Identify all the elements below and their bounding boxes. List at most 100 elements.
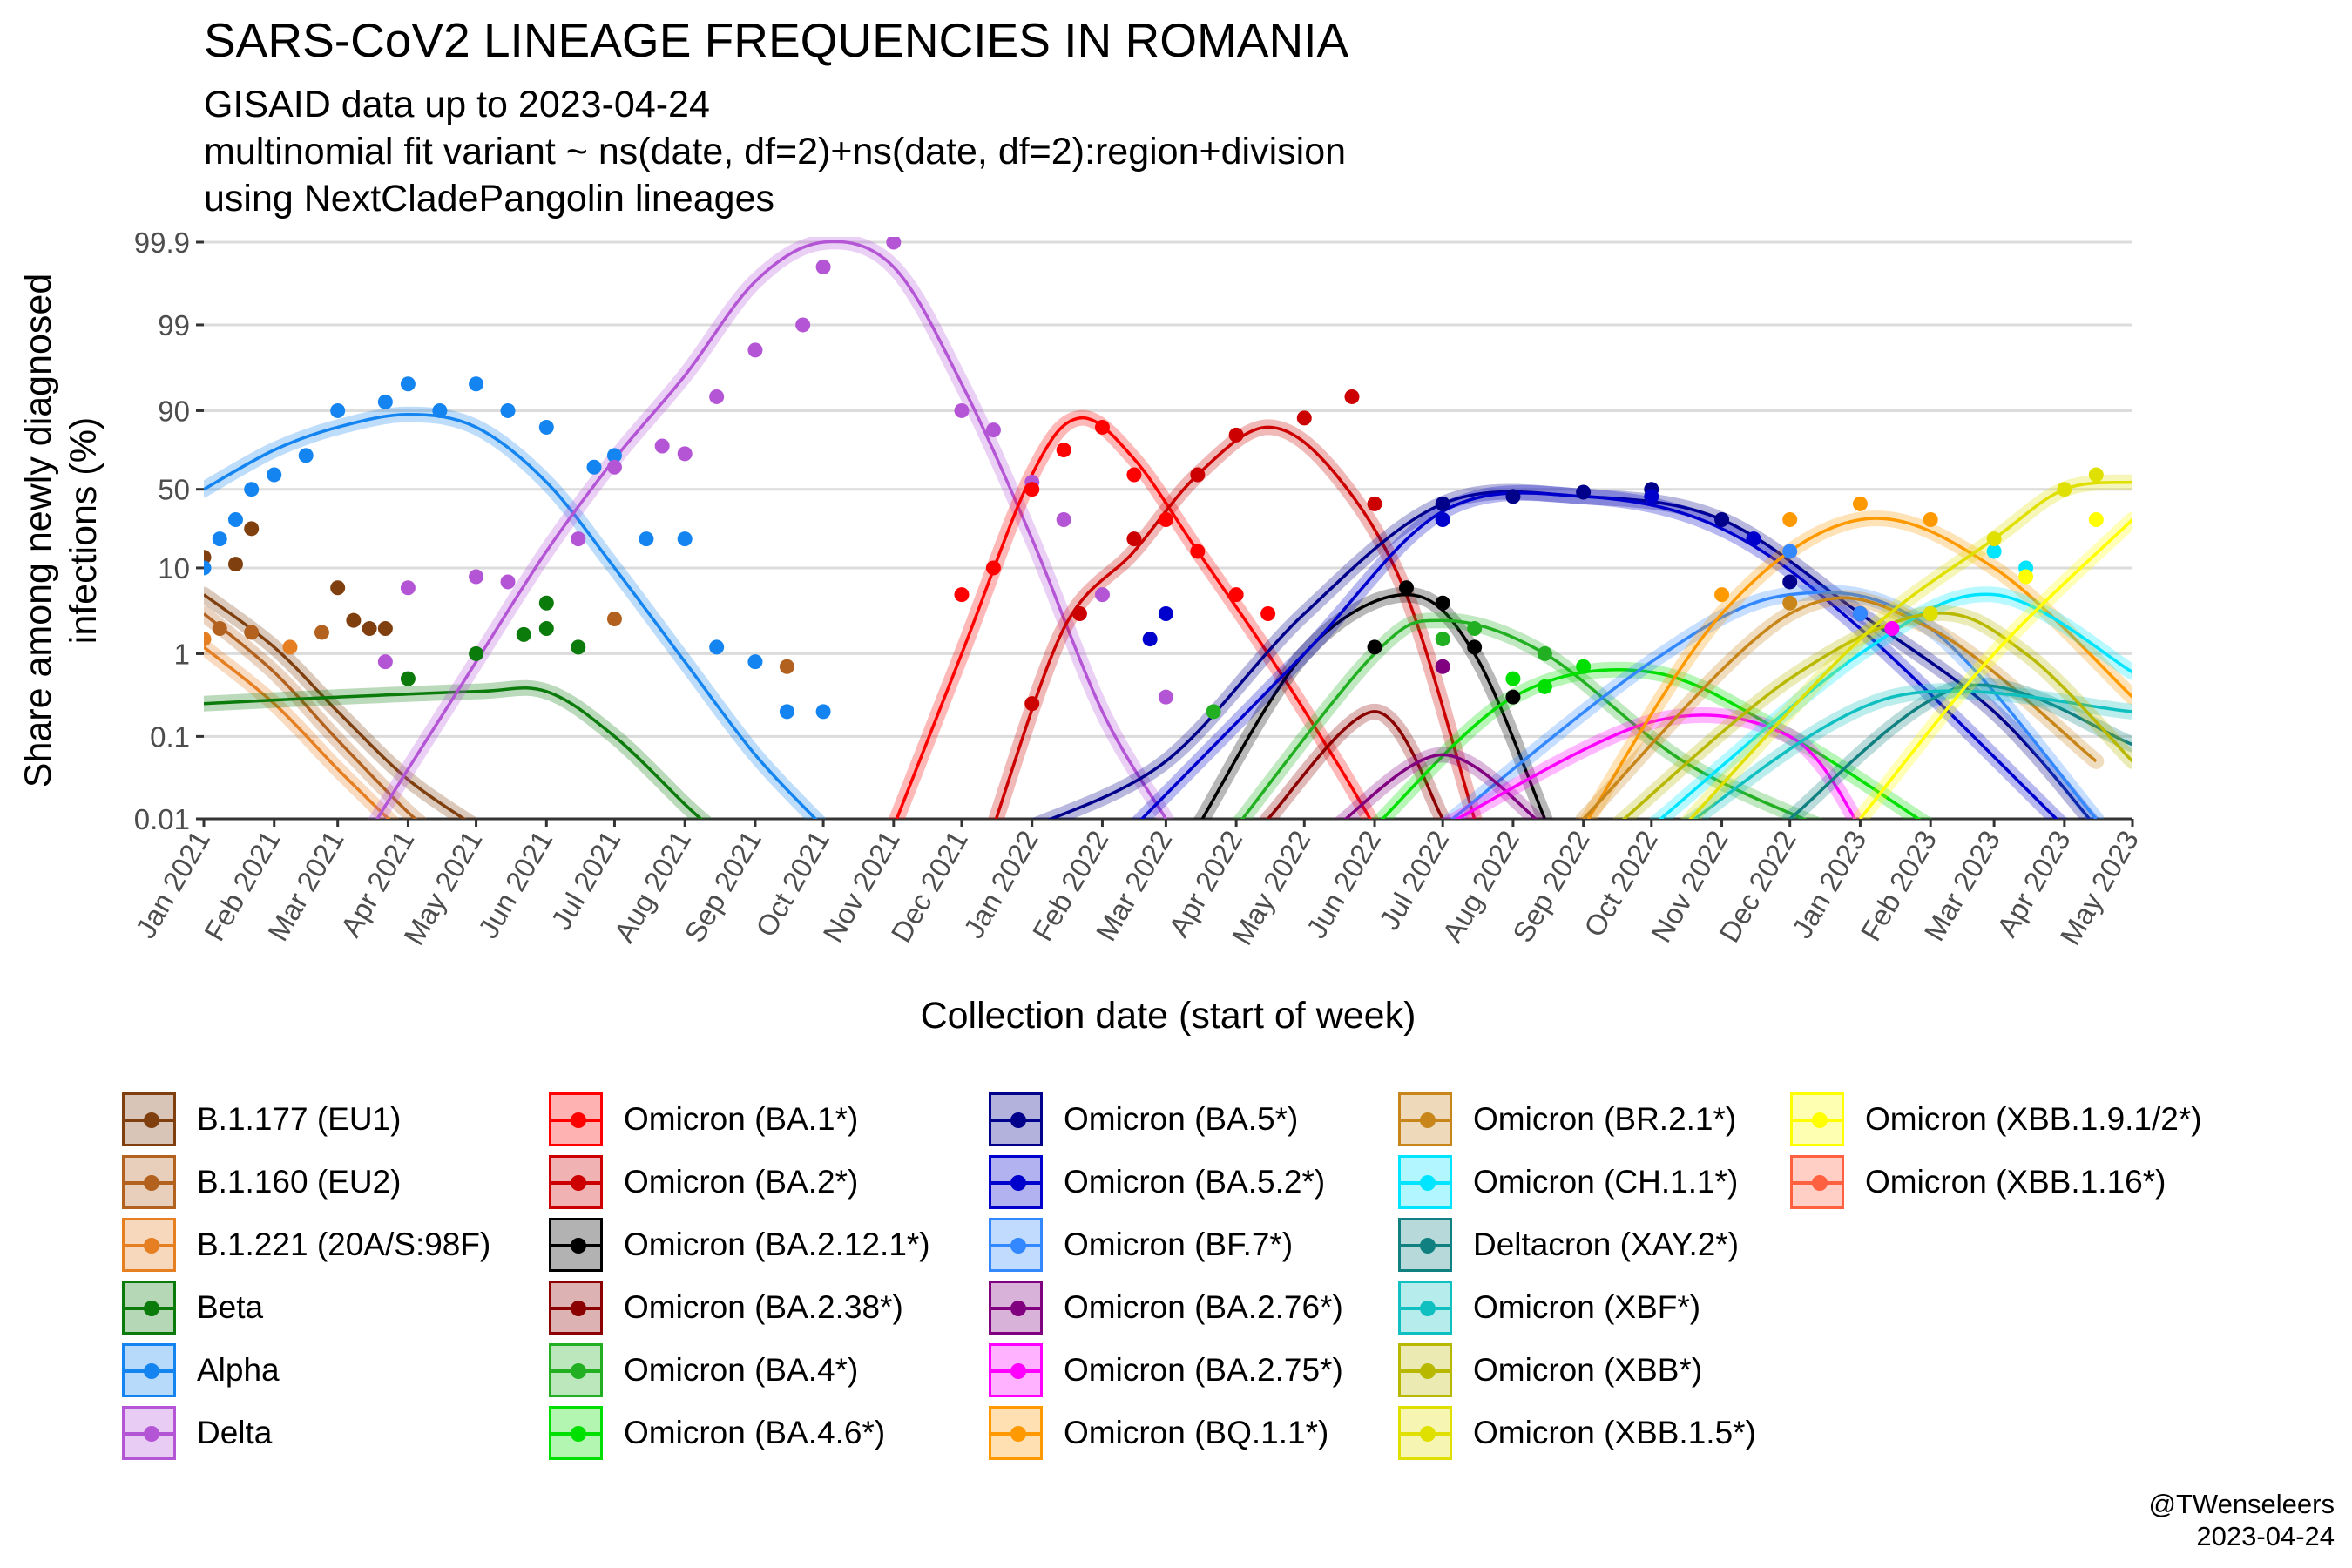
legend-label: B.1.221 (20A/S:98F) — [197, 1227, 491, 1262]
data-point — [314, 625, 329, 640]
data-point — [954, 587, 970, 603]
data-point — [227, 557, 243, 572]
legend-item: B.1.221 (20A/S:98F) — [122, 1218, 491, 1272]
y-axis-title: Share among newly diagnosedinfections (%… — [17, 274, 105, 787]
data-point — [346, 612, 362, 628]
data-point — [244, 625, 260, 640]
legend-label: Omicron (BA.5.2*) — [1064, 1164, 1326, 1200]
data-point — [709, 389, 725, 404]
legend-label: Omicron (CH.1.1*) — [1473, 1164, 1739, 1200]
data-point — [400, 580, 416, 596]
confidence-band — [204, 605, 428, 819]
data-point — [1344, 389, 1360, 404]
data-point — [1071, 605, 1087, 621]
data-point — [1260, 605, 1276, 621]
data-point — [1296, 410, 1312, 426]
legend-key-dot — [1010, 1301, 1026, 1316]
legend-label: Omicron (XBB.1.9.1/2*) — [1865, 1101, 2202, 1137]
legend-item: Deltacron (XAY.2*) — [1398, 1218, 1739, 1272]
data-point — [1576, 659, 1592, 674]
confidence-band — [204, 586, 479, 819]
data-point — [815, 704, 831, 720]
data-point — [212, 531, 227, 547]
data-point — [538, 419, 554, 435]
data-point — [654, 438, 670, 454]
data-point — [709, 639, 725, 655]
data-point — [1986, 531, 2002, 547]
y-tick-label: 99.9 — [134, 226, 190, 259]
data-point — [377, 621, 393, 637]
data-point — [1126, 531, 1142, 547]
data-point — [1367, 639, 1382, 655]
fit-line — [1622, 612, 2132, 819]
legend-label: Omicron (BA.2.12.1*) — [624, 1227, 930, 1262]
legend-item: Omicron (XBB*) — [1398, 1343, 1702, 1397]
data-point — [779, 704, 794, 720]
data-point — [1190, 544, 1206, 559]
legend-key — [549, 1343, 603, 1397]
y-tick-label: 99 — [158, 309, 190, 341]
legend: B.1.177 (EU1) B.1.160 (EU2) B.1.221 (20A/S… — [122, 1092, 2300, 1468]
legend-key — [122, 1092, 176, 1146]
data-point — [677, 446, 693, 462]
legend-key-dot — [1420, 1238, 1436, 1254]
legend-label: Omicron (BA.2*) — [624, 1164, 859, 1200]
legend-item: Omicron (BA.5.2*) — [989, 1155, 1326, 1209]
legend-key-dot — [144, 1238, 159, 1254]
data-point — [298, 448, 314, 463]
data-point — [985, 560, 1001, 576]
legend-key-dot — [1010, 1426, 1026, 1442]
data-point — [1228, 427, 1244, 443]
y-tick-label: 10 — [158, 552, 190, 585]
data-point — [1126, 467, 1142, 483]
data-point — [538, 595, 554, 611]
legend-key-dot — [571, 1301, 586, 1316]
legend-key — [549, 1218, 603, 1272]
data-point — [1714, 511, 1730, 527]
data-point — [1923, 511, 1938, 527]
data-point — [606, 612, 622, 627]
data-point — [1746, 531, 1761, 547]
legend-key — [989, 1281, 1043, 1335]
data-point — [2088, 511, 2104, 527]
legend-item: Omicron (XBB.1.9.1/2*) — [1790, 1092, 2202, 1146]
data-point — [606, 459, 622, 475]
legend-key-dot — [1420, 1112, 1436, 1128]
subtitle-line-1: GISAID data up to 2023-04-24 — [204, 84, 710, 125]
legend-item: Omicron (XBF*) — [1398, 1281, 1700, 1335]
data-point — [1537, 679, 1552, 694]
data-point — [1467, 639, 1483, 655]
data-point — [1884, 621, 1900, 637]
legend-key-dot — [571, 1363, 586, 1379]
data-point — [1576, 484, 1592, 500]
legend-key — [989, 1343, 1043, 1397]
data-point — [1435, 511, 1450, 527]
data-point — [1714, 587, 1730, 603]
fit-line — [204, 612, 418, 819]
y-tick-label: 0.1 — [150, 720, 190, 753]
data-point — [204, 560, 212, 576]
legend-item: Omicron (BA.2.75*) — [989, 1343, 1343, 1397]
data-point — [362, 621, 377, 637]
legend-key-dot — [1420, 1301, 1436, 1316]
subtitle-line-3: using NextCladePangolin lineages — [204, 178, 774, 220]
legend-key-dot — [144, 1175, 159, 1191]
credit-handle: @TWenseleers — [2148, 1489, 2335, 1519]
fit-line — [1586, 517, 2132, 819]
legend-item: Omicron (BA.4.6*) — [549, 1406, 885, 1460]
data-point — [400, 671, 416, 686]
data-point — [1782, 595, 1798, 611]
data-point — [244, 482, 260, 497]
data-point — [1142, 632, 1158, 647]
data-point — [954, 402, 970, 418]
legend-key-dot — [571, 1175, 586, 1191]
fit-line — [375, 240, 1167, 819]
y-tick-label: 90 — [158, 395, 190, 427]
credit: @TWenseleers 2023-04-24 — [2148, 1488, 2335, 1552]
legend-label: Omicron (XBB.1.16*) — [1865, 1164, 2166, 1200]
legend-label: Omicron (BA.2.76*) — [1064, 1289, 1343, 1325]
fit-line — [204, 645, 391, 819]
legend-key-dot — [144, 1426, 159, 1442]
legend-item: Omicron (BA.2*) — [549, 1155, 859, 1209]
